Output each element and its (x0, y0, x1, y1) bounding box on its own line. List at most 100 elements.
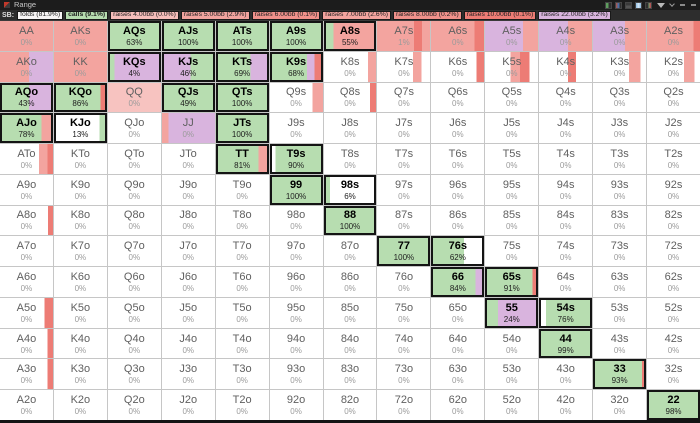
hand-cell-88[interactable]: 88 100% (323, 205, 377, 236)
hand-cell-QTo[interactable]: QTo 0% (107, 144, 161, 174)
legend-chip[interactable]: raises 22.00bb (3.2%) (538, 10, 611, 20)
hand-cell-KTs[interactable]: KTs 69% (215, 51, 269, 82)
hand-cell-T8s[interactable]: T8s 0% (323, 144, 377, 174)
hand-cell-53s[interactable]: 53s 0% (593, 297, 647, 328)
hand-cell-55[interactable]: 55 24% (485, 297, 539, 328)
hand-cell-AQo[interactable]: AQo 43% (0, 82, 53, 113)
hand-cell-65s[interactable]: 65s 91% (485, 267, 539, 297)
hand-cell-Q9s[interactable]: Q9s 0% (269, 82, 323, 113)
hand-cell-42o[interactable]: 42o 0% (539, 390, 593, 420)
hand-cell-K9o[interactable]: K9o 0% (53, 174, 107, 205)
legend-chip[interactable]: raises 4.00bb (0.0%) (110, 10, 179, 20)
hand-cell-J6s[interactable]: J6s 0% (431, 113, 485, 144)
hand-cell-63s[interactable]: 63s 0% (593, 267, 647, 297)
hand-cell-TT[interactable]: TT 81% (215, 144, 269, 174)
hand-cell-T9s[interactable]: T9s 90% (269, 144, 323, 174)
hand-cell-94s[interactable]: 94s 0% (539, 174, 593, 205)
table-icon[interactable] (625, 1, 632, 9)
hand-cell-K4s[interactable]: K4s 0% (539, 51, 593, 82)
hand-cell-K3s[interactable]: K3s 0% (593, 51, 647, 82)
hand-cell-A2s[interactable]: A2s 0% (647, 21, 700, 51)
hand-cell-97o[interactable]: 97o 0% (269, 236, 323, 267)
hand-cell-72o[interactable]: 72o 0% (377, 390, 431, 420)
hand-cell-K2o[interactable]: K2o 0% (53, 390, 107, 420)
hand-cell-42s[interactable]: 42s 0% (647, 328, 700, 359)
hand-cell-A5s[interactable]: A5s 0% (485, 21, 539, 51)
hand-cell-Q9o[interactable]: Q9o 0% (107, 174, 161, 205)
hand-cell-K4o[interactable]: K4o 0% (53, 328, 107, 359)
hand-cell-T9o[interactable]: T9o 0% (215, 174, 269, 205)
hand-cell-82s[interactable]: 82s 0% (647, 205, 700, 236)
legend-chip[interactable]: raises 8.00bb (0.2%) (393, 10, 462, 20)
hand-cell-86o[interactable]: 86o 0% (323, 267, 377, 297)
hand-cell-T6s[interactable]: T6s 0% (431, 144, 485, 174)
hand-cell-AJs[interactable]: AJs 100% (161, 21, 215, 51)
hand-cell-KK[interactable]: KK 0% (53, 51, 107, 82)
hand-cell-QJs[interactable]: QJs 49% (161, 82, 215, 113)
hand-cell-93o[interactable]: 93o 0% (269, 359, 323, 390)
legend-chip[interactable]: calls (9.1%) (65, 10, 109, 20)
hand-cell-J4s[interactable]: J4s 0% (539, 113, 593, 144)
hand-cell-54o[interactable]: 54o 0% (485, 328, 539, 359)
hand-cell-87o[interactable]: 87o 0% (323, 236, 377, 267)
hand-cell-JJ[interactable]: JJ 0% (161, 113, 215, 144)
hand-cell-JTs[interactable]: JTs 100% (215, 113, 269, 144)
hand-cell-Q6o[interactable]: Q6o 0% (107, 267, 161, 297)
hand-cell-K5o[interactable]: K5o 0% (53, 297, 107, 328)
hand-cell-62s[interactable]: 62s 0% (647, 267, 700, 297)
hand-cell-73o[interactable]: 73o 0% (377, 359, 431, 390)
hand-cell-Q7s[interactable]: Q7s 0% (377, 82, 431, 113)
hand-cell-QJo[interactable]: QJo 0% (107, 113, 161, 144)
hand-cell-72s[interactable]: 72s 0% (647, 236, 700, 267)
hand-cell-73s[interactable]: 73s 0% (593, 236, 647, 267)
hand-cell-43s[interactable]: 43s 0% (593, 328, 647, 359)
hand-cell-AKs[interactable]: AKs 0% (53, 21, 107, 51)
hand-cell-52o[interactable]: 52o 0% (485, 390, 539, 420)
hand-cell-A6s[interactable]: A6s 0% (431, 21, 485, 51)
hand-cell-86s[interactable]: 86s 0% (431, 205, 485, 236)
hand-cell-AA[interactable]: AA 0% (0, 21, 53, 51)
hand-cell-Q3o[interactable]: Q3o 0% (107, 359, 161, 390)
hand-cell-J4o[interactable]: J4o 0% (161, 328, 215, 359)
columns-icon[interactable] (635, 1, 642, 9)
hand-cell-66[interactable]: 66 84% (431, 267, 485, 297)
hand-cell-Q5s[interactable]: Q5s 0% (485, 82, 539, 113)
hand-cell-T7o[interactable]: T7o 0% (215, 236, 269, 267)
hand-cell-AJo[interactable]: AJo 78% (0, 113, 53, 144)
hand-cell-95o[interactable]: 95o 0% (269, 297, 323, 328)
hand-cell-J3o[interactable]: J3o 0% (161, 359, 215, 390)
hand-cell-32o[interactable]: 32o 0% (593, 390, 647, 420)
hand-cell-84o[interactable]: 84o 0% (323, 328, 377, 359)
hand-cell-93s[interactable]: 93s 0% (593, 174, 647, 205)
hand-cell-K6s[interactable]: K6s 0% (431, 51, 485, 82)
hand-cell-A6o[interactable]: A6o 0% (0, 267, 53, 297)
hand-cell-74s[interactable]: 74s 0% (539, 236, 593, 267)
hand-cell-T6o[interactable]: T6o 0% (215, 267, 269, 297)
hand-cell-65o[interactable]: 65o 0% (431, 297, 485, 328)
hand-cell-T2o[interactable]: T2o 0% (215, 390, 269, 420)
hand-cell-T3s[interactable]: T3s 0% (593, 144, 647, 174)
hand-cell-92o[interactable]: 92o 0% (269, 390, 323, 420)
hand-cell-JTo[interactable]: JTo 0% (161, 144, 215, 174)
hand-cell-Q2s[interactable]: Q2s 0% (647, 82, 700, 113)
hand-cell-A9s[interactable]: A9s 100% (269, 21, 323, 51)
hand-cell-AQs[interactable]: AQs 63% (107, 21, 161, 51)
hand-cell-K7o[interactable]: K7o 0% (53, 236, 107, 267)
hand-cell-ATo[interactable]: ATo 0% (0, 144, 53, 174)
hand-cell-T5s[interactable]: T5s 0% (485, 144, 539, 174)
hand-cell-K5s[interactable]: K5s 0% (485, 51, 539, 82)
hand-cell-A9o[interactable]: A9o 0% (0, 174, 53, 205)
hand-cell-A8o[interactable]: A8o 0% (0, 205, 53, 236)
hand-cell-Q7o[interactable]: Q7o 0% (107, 236, 161, 267)
hand-cell-AKo[interactable]: AKo 0% (0, 51, 53, 82)
hand-cell-A7s[interactable]: A7s 1% (377, 21, 431, 51)
hand-cell-K2s[interactable]: K2s 0% (647, 51, 700, 82)
hand-cell-K6o[interactable]: K6o 0% (53, 267, 107, 297)
hand-cell-77[interactable]: 77 100% (377, 236, 431, 267)
hand-cell-Q3s[interactable]: Q3s 0% (593, 82, 647, 113)
hand-cell-Q8o[interactable]: Q8o 0% (107, 205, 161, 236)
hand-cell-A3s[interactable]: A3s 0% (593, 21, 647, 51)
hand-cell-95s[interactable]: 95s 0% (485, 174, 539, 205)
hand-cell-J8o[interactable]: J8o 0% (161, 205, 215, 236)
hand-cell-76o[interactable]: 76o 0% (377, 267, 431, 297)
